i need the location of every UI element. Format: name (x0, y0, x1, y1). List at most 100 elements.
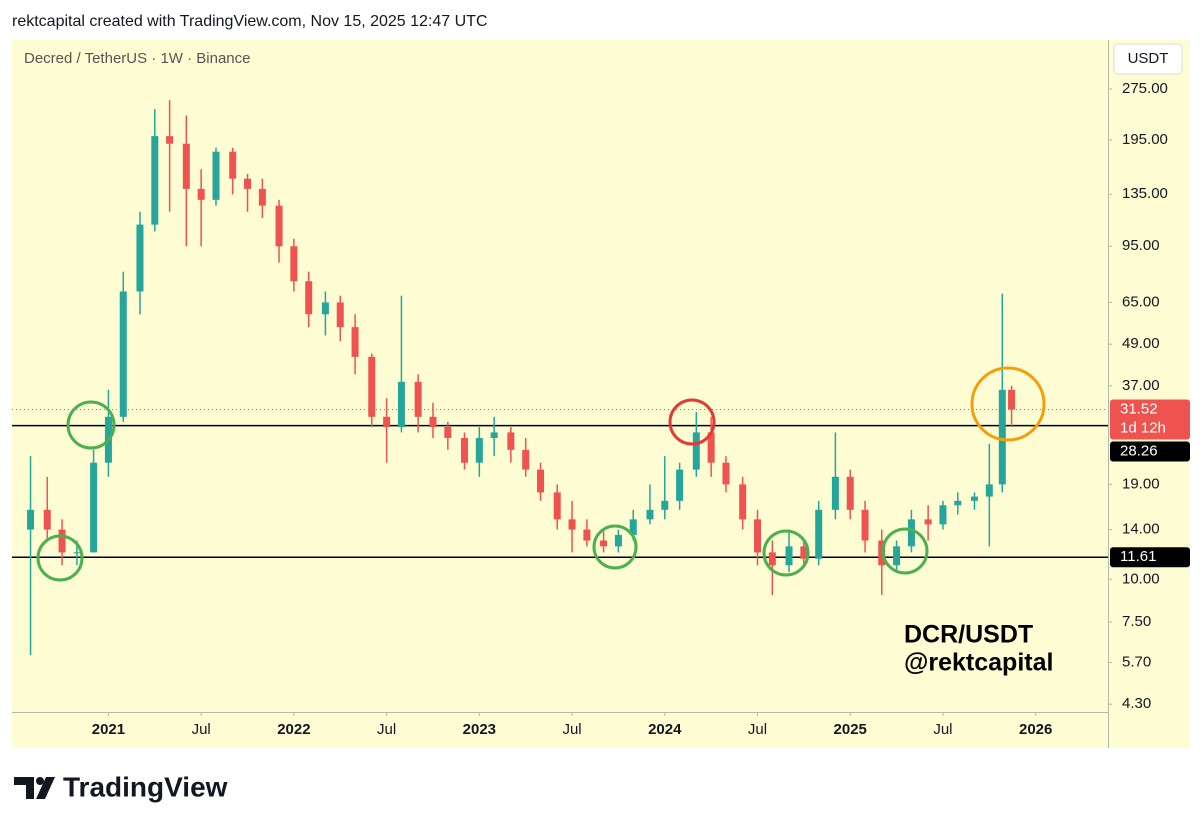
breakout-circle (970, 366, 1046, 442)
candle-body (27, 509, 35, 530)
candle-body (321, 302, 329, 315)
candle-body (197, 188, 205, 200)
candle-body (600, 540, 608, 547)
candle-body (537, 469, 545, 493)
candle-body (939, 505, 947, 525)
y-tick-label: 49.00 (1122, 335, 1160, 352)
annotation: @rektcapital (904, 649, 1053, 677)
candle-body (475, 437, 483, 463)
price-label: 31.52 (1120, 400, 1158, 417)
candle-body (258, 188, 266, 206)
support-circle (36, 534, 84, 582)
y-tick-label: 95.00 (1122, 237, 1160, 254)
x-tick-label: 2022 (277, 721, 310, 738)
candle-body (507, 432, 515, 450)
header: rektcapital created with TradingView.com… (12, 13, 488, 30)
candle-body (90, 462, 98, 553)
chart-background (12, 40, 1190, 748)
candle-body (397, 381, 405, 428)
candle-body (73, 552, 81, 554)
candle-body (768, 552, 776, 566)
candle-body (383, 416, 391, 428)
candle-body (336, 302, 344, 328)
x-tick-label: 2025 (834, 721, 867, 738)
y-tick-label: 4.30 (1122, 695, 1151, 712)
support-circle (66, 400, 116, 450)
x-tick-label: Jul (377, 721, 396, 738)
y-tick-label: 14.00 (1122, 521, 1160, 538)
candle-body (831, 476, 839, 510)
logo-mark (36, 777, 55, 799)
candle-body (1008, 389, 1016, 410)
candle-body (429, 416, 437, 428)
chart-title: Decred / TetherUS · 1W · Binance (24, 50, 250, 67)
annotation: DCR/USDT (904, 621, 1033, 649)
countdown: 1d 12h (1120, 419, 1166, 436)
candle-body (58, 529, 66, 553)
x-tick-label: Jul (562, 721, 581, 738)
candle-body (722, 462, 730, 485)
candle-body (861, 509, 869, 541)
y-tick-label: 65.00 (1122, 293, 1160, 310)
candle-body (970, 496, 978, 501)
y-tick-label: 7.50 (1122, 613, 1151, 630)
candle-body (244, 178, 252, 189)
candle-body (692, 432, 700, 470)
candle-body (522, 449, 530, 470)
y-tick-label: 275.00 (1122, 80, 1168, 97)
candle-body (43, 509, 51, 530)
candle-body (166, 136, 174, 144)
candle-body (739, 484, 747, 520)
candle-body (785, 546, 793, 566)
level-label: 28.26 (1120, 442, 1158, 459)
candle-body (229, 151, 237, 179)
x-tick-label: Jul (192, 721, 211, 738)
y-tick-label: 19.00 (1122, 475, 1160, 492)
x-tick-label: 2021 (92, 721, 125, 738)
y-tick-label: 195.00 (1122, 131, 1168, 148)
x-tick-label: Jul (933, 721, 952, 738)
currency: USDT (1128, 50, 1169, 67)
candle-body (707, 432, 715, 463)
annotation-circles (36, 366, 1046, 582)
candle-body (614, 534, 622, 547)
candle-body (629, 519, 637, 535)
candle-body (305, 281, 313, 315)
support-circle (592, 524, 638, 570)
candle-body (893, 546, 901, 566)
brand: TradingView (63, 771, 228, 802)
support-circle (881, 527, 929, 575)
candle-body (568, 519, 576, 530)
candle-body (800, 546, 808, 559)
resistance-circle (668, 398, 716, 446)
logo-mark (14, 777, 34, 799)
y-tick-label: 37.00 (1122, 377, 1160, 394)
level-label-box (1110, 547, 1190, 568)
candle-body (368, 356, 376, 417)
brand-logo: TradingView (14, 771, 228, 802)
candle-body (151, 136, 159, 225)
x-tick-label: 2023 (463, 721, 496, 738)
level-label-box (1110, 441, 1190, 462)
candle-body (553, 492, 561, 520)
candle-body (998, 389, 1006, 485)
candle-body (583, 529, 591, 541)
candle-body (907, 519, 915, 547)
candle-body (275, 205, 283, 247)
candle-body (351, 327, 359, 357)
candle-body (119, 291, 127, 417)
candle-body (136, 224, 144, 292)
candle-body (954, 500, 962, 506)
y-tick-label: 10.00 (1122, 570, 1160, 587)
price-label-box (1110, 399, 1190, 440)
candle-body (985, 484, 993, 497)
candle-body (414, 381, 422, 417)
candle-body (754, 519, 762, 553)
currency-box (1113, 43, 1183, 75)
candle-body (212, 151, 220, 200)
candle-body (924, 519, 932, 525)
candle-body (444, 427, 452, 438)
candle-body (646, 509, 654, 520)
x-tick-label: 2026 (1019, 721, 1052, 738)
